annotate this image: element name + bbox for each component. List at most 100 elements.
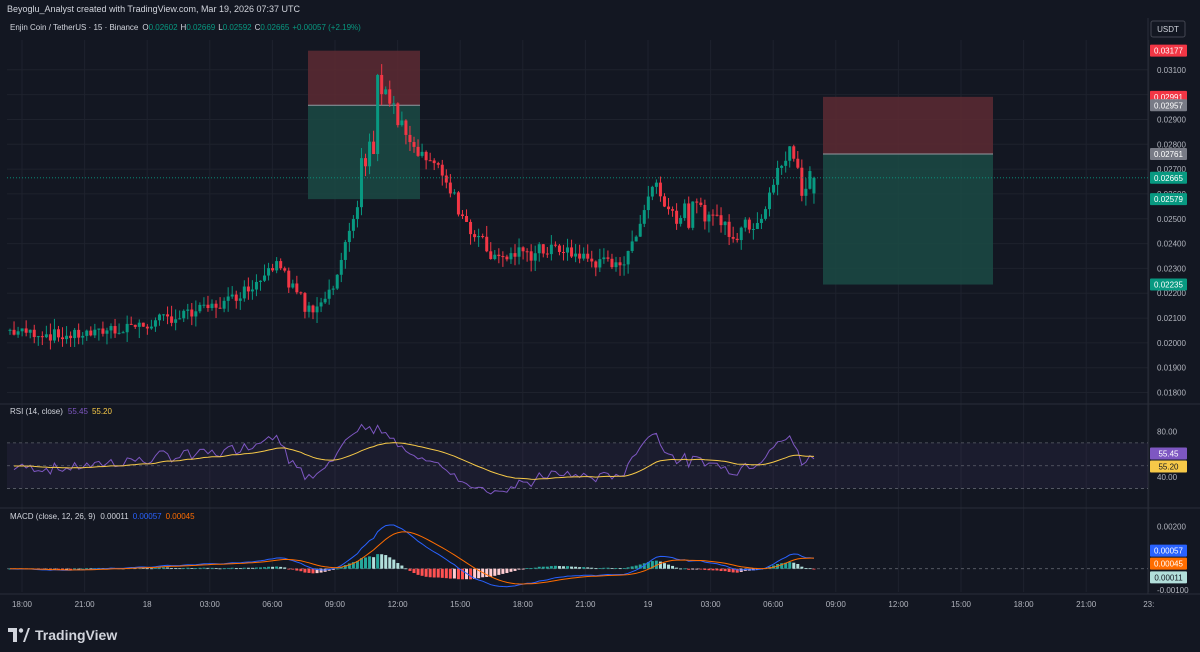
candle-body (731, 236, 735, 239)
short-target-zone (823, 153, 993, 285)
rsi-ma-line (14, 442, 815, 480)
candle-body (343, 242, 347, 260)
candle-body (679, 217, 683, 224)
candle-body (602, 257, 606, 260)
candle-body (287, 270, 291, 288)
candle-body (513, 253, 517, 257)
macd-histogram-bar (404, 568, 408, 570)
macd-histogram-bar (343, 565, 347, 569)
candle-body (747, 219, 751, 230)
time-tick-label: 21:00 (1076, 600, 1097, 609)
macd-histogram-bar (400, 565, 404, 569)
time-tick-label: 12:00 (888, 600, 909, 609)
candle-body (727, 221, 731, 237)
candle-body (73, 329, 77, 339)
candle-body (521, 247, 525, 252)
candle-body (469, 221, 473, 235)
long-stop-zone (308, 50, 420, 106)
usdt-currency-button[interactable]: USDT (1150, 20, 1186, 38)
candle-body (254, 281, 258, 290)
macd-histogram-bar (566, 566, 570, 569)
macd-histogram-bar (93, 568, 97, 569)
price-tick-label: 0.01900 (1157, 364, 1186, 373)
candle-body (489, 251, 493, 259)
tradingview-logo[interactable]: TradingView (8, 625, 117, 645)
candle-body (141, 322, 145, 327)
candle-body (230, 294, 234, 297)
price-tag: 0.02665 (1154, 174, 1183, 183)
candle-body (662, 196, 666, 207)
candle-body (311, 305, 315, 313)
candle-body (541, 244, 545, 254)
candle-body (796, 158, 800, 168)
macd-histogram-bar (230, 567, 234, 569)
candle-body (695, 201, 699, 203)
time-tick-label: 19 (644, 600, 653, 609)
time-tick-label: 21:00 (575, 600, 596, 609)
candle-body (307, 305, 311, 312)
macd-histogram-bar (295, 568, 299, 571)
time-tick-label: 18 (143, 600, 152, 609)
candle-body (93, 329, 97, 336)
macd-histogram-bar (372, 557, 376, 569)
candle-body (416, 146, 420, 156)
candle-body (808, 171, 812, 189)
macd-histogram-bar (650, 561, 654, 569)
candle-body (121, 332, 125, 334)
price-tick-label: 0.02200 (1157, 289, 1186, 298)
chart-canvas[interactable]: 0.031000.030000.029000.028000.027000.026… (0, 0, 1200, 618)
position-boxes[interactable] (308, 50, 993, 285)
macd-histogram-bar (149, 568, 153, 570)
candle-body (77, 329, 81, 338)
price-tick-label: 0.02400 (1157, 240, 1186, 249)
candle-body (788, 146, 792, 161)
macd-histogram-bar (291, 568, 295, 570)
tradingview-logo-icon (8, 628, 30, 642)
candle-body (194, 311, 198, 317)
macd-histogram-bar (618, 568, 622, 569)
macd-histogram-bar (335, 568, 339, 570)
candle-body (759, 218, 763, 223)
macd-histogram-bar (89, 568, 93, 570)
candle-body (477, 236, 481, 238)
candle-body (638, 223, 642, 237)
symbol-legend: Enjin Coin / TetherUS · 15 · Binance O0.0… (10, 23, 361, 32)
candle-body (153, 320, 157, 327)
candle-body (52, 329, 56, 341)
macd-histogram-bar (602, 567, 606, 569)
macd-histogram-bar (279, 566, 283, 569)
time-tick-label: 09:00 (325, 600, 346, 609)
rsi-pane (7, 423, 1148, 495)
price-tag: 0.02991 (1154, 93, 1183, 102)
macd-histogram-bar (166, 567, 170, 569)
macd-histogram-bar (634, 565, 638, 569)
macd-histogram-bar (586, 567, 590, 569)
macd-histogram-bar (497, 568, 501, 575)
candle-body (590, 258, 594, 262)
macd-histogram-bar (699, 568, 703, 570)
macd-histogram-bar (533, 567, 537, 569)
macd-histogram-bar (287, 568, 291, 570)
price-tag: 0.02761 (1154, 150, 1183, 159)
macd-histogram-bar (804, 568, 808, 569)
macd-histogram-bar (85, 568, 89, 570)
candle-body (465, 215, 469, 222)
candle-body (364, 158, 368, 167)
macd-histogram-bar (376, 554, 380, 569)
macd-histogram-bar (610, 568, 614, 569)
candle-body (549, 244, 553, 255)
time-tick-label: 23: (1143, 600, 1154, 609)
rsi-ma-tag-bg (1150, 460, 1187, 473)
candle-body (275, 261, 279, 271)
macd-histogram-bar (667, 564, 671, 569)
candle-body (145, 326, 149, 329)
candle-body (735, 238, 739, 241)
candle-body (388, 89, 392, 104)
candle-body (772, 184, 776, 193)
macd-histogram-bar (473, 568, 477, 580)
candle-body (610, 258, 614, 268)
candles[interactable] (7, 64, 1148, 350)
candle-body (586, 253, 590, 259)
candle-body (331, 288, 335, 290)
